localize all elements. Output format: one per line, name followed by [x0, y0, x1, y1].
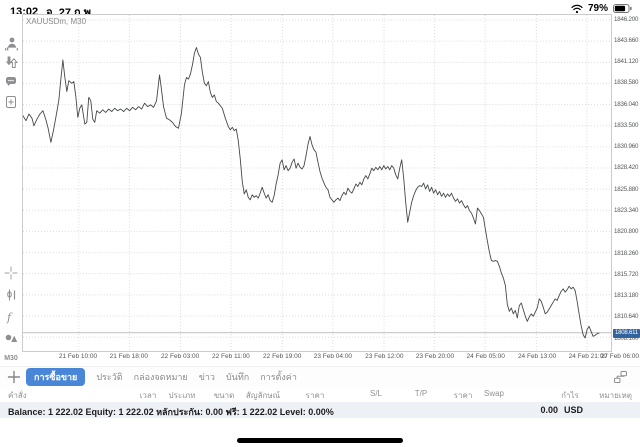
price-chart[interactable]	[23, 15, 611, 351]
total-profit-value: 0.00	[540, 405, 558, 415]
accounts-icon[interactable]	[0, 35, 22, 51]
col-tp: T/P	[414, 389, 428, 398]
price-axis-label: 1813.180	[614, 292, 639, 299]
time-axis-label: 27 Feb 06:00	[600, 353, 639, 360]
price-axis-label: 1818.260	[614, 249, 639, 257]
tab-settings[interactable]: การตั้งค่า	[260, 372, 297, 382]
time-axis-label: 21 Feb 10:00	[58, 353, 98, 360]
time-axis-label: 24 Feb 13:00	[517, 353, 557, 360]
wifi-icon	[571, 4, 583, 14]
time-axis-label: 23 Feb 12:00	[365, 353, 404, 360]
col-type: ประเภท	[168, 391, 196, 400]
chat-icon[interactable]	[0, 74, 22, 90]
price-axis-label: 1830.960	[614, 143, 639, 151]
price-axis-label: 1820.800	[614, 228, 639, 236]
price-axis-label: 1836.040	[614, 100, 639, 108]
sort-icon[interactable]	[613, 370, 628, 384]
col-price-current: ราคา	[453, 391, 473, 400]
price-axis: 1846.200 1843.660 1841.120 1838.580 1836.040…	[614, 14, 640, 352]
time-axis-label: 24 Feb 05:00	[466, 353, 505, 360]
price-axis-label: 1825.880	[614, 185, 639, 193]
col-order: คำสั่ง	[8, 391, 27, 400]
left-toolbar: f M30	[0, 14, 22, 364]
col-symbol: สัญลักษณ์	[245, 391, 281, 400]
time-axis-label: 24 Feb 21:00	[568, 353, 607, 360]
account-summary-bar[interactable]: Balance: 1 222.02 Equity: 1 222.02 หลักป…	[0, 402, 640, 418]
col-price-open: ราคา	[305, 391, 325, 400]
price-axis-label: 1828.420	[614, 164, 639, 172]
time-axis-label: 23 Feb 20:00	[415, 353, 455, 360]
tab-news[interactable]: ข่าว	[198, 372, 215, 382]
trade-arrows-icon[interactable]	[0, 54, 22, 70]
price-axis-label: 1823.340	[614, 206, 639, 214]
new-order-icon[interactable]	[0, 94, 22, 110]
account-summary-text: Balance: 1 222.02 Equity: 1 222.02 หลักป…	[8, 407, 334, 417]
svg-text:f: f	[6, 311, 13, 324]
price-axis-label: 1810.640	[614, 313, 639, 321]
time-axis-label: 22 Feb 11:00	[211, 353, 250, 360]
price-axis-label: 1838.580	[614, 79, 639, 87]
orders-table-header: คำสั่ง เวลา ประเภท ขนาด สัญลักษณ์ ราคา S…	[0, 388, 640, 401]
tab-mailbox[interactable]: กล่องจดหมาย	[133, 372, 188, 382]
col-time: เวลา	[139, 391, 157, 400]
time-axis-label: 22 Feb 19:00	[263, 353, 302, 360]
price-axis-label: 1833.500	[614, 121, 639, 129]
price-axis-label: 1841.120	[614, 58, 639, 66]
bottom-tab-bar: การซื้อขาย ประวัติ กล่องจดหมาย ข่าว บันท…	[0, 366, 640, 387]
total-profit-currency: USD	[563, 405, 583, 415]
chart-area[interactable]: XAUUSDm, M30	[22, 14, 612, 352]
candlestick-icon[interactable]	[0, 287, 22, 303]
col-profit: กำไร	[561, 391, 579, 400]
battery-percent: 79%	[587, 3, 608, 14]
current-price-badge: 1808.611	[613, 329, 640, 339]
home-indicator[interactable]	[237, 438, 403, 443]
objects-icon[interactable]	[0, 329, 22, 345]
crosshair-icon[interactable]	[0, 265, 22, 281]
price-series-line	[23, 47, 600, 339]
col-sl: S/L	[369, 389, 382, 398]
time-axis: 21 Feb 10:00 21 Feb 18:00 22 Feb 03:00 22 F…	[22, 352, 640, 363]
tab-history[interactable]: ประวัติ	[96, 372, 123, 382]
time-axis-label: 22 Feb 03:00	[160, 353, 200, 360]
price-axis-label: 1846.200	[614, 15, 639, 23]
price-axis-label: 1843.660	[614, 36, 639, 44]
tab-trade[interactable]: การซื้อขาย	[26, 368, 86, 386]
price-axis-label: 1815.720	[614, 270, 639, 278]
col-volume: ขนาด	[213, 391, 235, 400]
chart-symbol-label: XAUUSDm, M30	[26, 17, 87, 26]
col-swap: Swap	[483, 389, 504, 398]
time-axis-label: 23 Feb 04:00	[313, 353, 353, 360]
battery-icon	[613, 4, 632, 13]
timeframe-label[interactable]: M30	[4, 355, 18, 362]
col-comment: หมายเหตุ	[599, 391, 632, 400]
indicators-icon[interactable]: f	[0, 309, 22, 325]
add-tab-button[interactable]	[7, 370, 21, 384]
tab-journal[interactable]: บันทึก	[225, 372, 250, 382]
time-axis-label: 21 Feb 18:00	[109, 353, 148, 360]
